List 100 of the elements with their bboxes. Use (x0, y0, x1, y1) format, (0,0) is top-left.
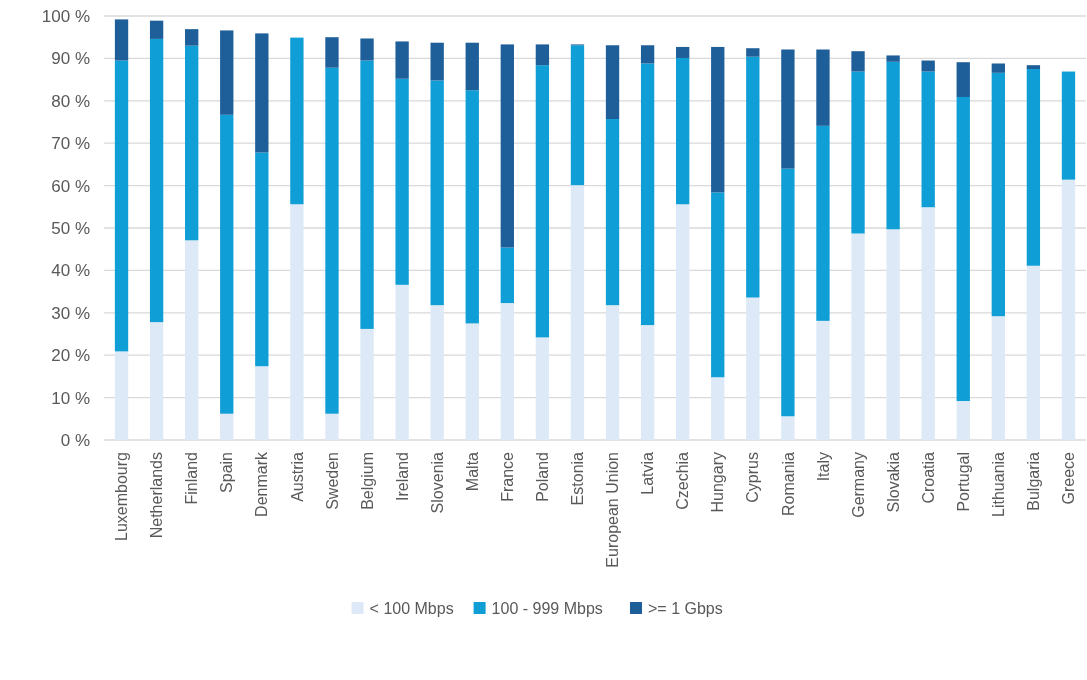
bar (676, 204, 690, 440)
bar (360, 328, 374, 440)
x-tick-label: Slovenia (428, 451, 446, 514)
x-tick-label: Lithuania (989, 451, 1007, 517)
bar (921, 60, 935, 72)
bar (886, 229, 900, 440)
bar (676, 57, 690, 205)
bar (921, 207, 935, 440)
bar (255, 152, 269, 367)
x-tick-label: Portugal (954, 452, 972, 512)
x-tick-label: Finland (183, 452, 201, 505)
bar (956, 96, 970, 401)
x-tick-label: Italy (814, 452, 832, 482)
x-tick-label: Hungary (709, 452, 727, 513)
x-tick-label: Luxembourg (113, 452, 131, 541)
bar (956, 400, 970, 440)
bar (605, 45, 620, 120)
x-tick-label: France (498, 451, 516, 502)
bar (886, 55, 900, 62)
bar (570, 45, 585, 186)
bar (816, 125, 830, 321)
bar (500, 303, 514, 440)
bar (290, 37, 304, 205)
bar (1026, 69, 1041, 266)
bar (535, 337, 550, 440)
y-tick-label: 60 % (51, 176, 90, 196)
bar (991, 63, 1005, 73)
bar (114, 19, 129, 61)
x-tick-label: Greece (1060, 451, 1078, 505)
y-tick-label: 70 % (51, 134, 90, 154)
bar (290, 204, 304, 440)
bar (535, 44, 550, 66)
bar (395, 78, 409, 285)
bar (991, 316, 1005, 440)
bar (746, 48, 760, 57)
bar (1026, 265, 1041, 440)
bar (1061, 71, 1076, 180)
bar (746, 56, 760, 298)
bar (255, 366, 269, 440)
bar (465, 323, 479, 440)
bar (114, 351, 129, 440)
x-tick-label: Denmark (253, 451, 271, 517)
x-tick-label: Spain (218, 452, 236, 493)
bar (114, 60, 129, 352)
y-tick-label: 90 % (51, 49, 90, 69)
bar (325, 413, 339, 440)
bar (395, 284, 409, 440)
x-tick-label: Latvia (639, 451, 657, 495)
bar (500, 247, 514, 304)
bar (956, 62, 970, 97)
bar (746, 297, 760, 440)
bar (711, 192, 725, 378)
bar (711, 377, 725, 440)
x-tick-label: Poland (533, 452, 551, 502)
bar (570, 185, 585, 440)
bar (851, 71, 865, 234)
bar (781, 416, 795, 440)
bar (781, 168, 795, 417)
x-tick-label: Czechia (674, 451, 692, 510)
bar (185, 45, 199, 241)
bar (535, 65, 550, 338)
bar (886, 61, 900, 230)
y-tick-label: 10 % (51, 388, 90, 408)
legend-label: >= 1 Gbps (648, 599, 723, 617)
bar (816, 320, 830, 440)
bar (220, 413, 234, 440)
bar (395, 41, 409, 79)
bar (921, 71, 935, 208)
x-tick-label: Croatia (919, 451, 937, 504)
x-tick-label: Netherlands (148, 452, 166, 539)
x-tick-label: Malta (463, 451, 481, 492)
bar (1026, 65, 1041, 69)
x-tick-label: European Union (604, 452, 622, 568)
bar (711, 46, 725, 193)
y-tick-label: 50 % (51, 218, 90, 238)
bar (781, 49, 795, 169)
bar (851, 233, 865, 440)
bar (325, 67, 339, 414)
bar (430, 80, 444, 306)
y-tick-label: 0 % (60, 430, 90, 450)
bar (185, 29, 199, 46)
x-tick-label: Cyprus (744, 452, 762, 503)
legend-label: < 100 Mbps (369, 599, 454, 617)
bar (640, 45, 655, 64)
y-tick-label: 30 % (51, 303, 90, 323)
x-tick-label: Austria (288, 451, 306, 502)
bar (640, 325, 655, 440)
bar (605, 305, 620, 440)
y-tick-label: 80 % (51, 91, 90, 111)
bar (220, 30, 234, 115)
legend-label: 100 - 999 Mbps (491, 599, 603, 617)
bar (430, 305, 444, 440)
bar (360, 38, 374, 61)
bar (325, 37, 339, 68)
x-tick-label: Ireland (393, 452, 411, 501)
y-tick-label: 40 % (51, 261, 90, 281)
x-tick-label: Sweden (323, 452, 341, 510)
bar (605, 119, 620, 306)
bar (991, 72, 1005, 317)
y-tick-label: 20 % (51, 346, 90, 366)
